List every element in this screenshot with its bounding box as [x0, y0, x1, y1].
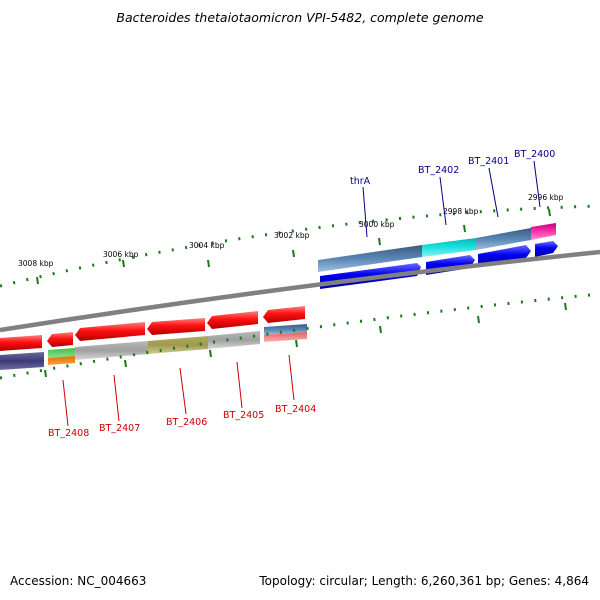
scale-label: 3002 kbp [274, 231, 310, 240]
gene-label-BT_2404[interactable]: BT_2404 [275, 404, 316, 415]
leader-line-BT_2404 [288, 354, 295, 401]
cds-arrow-BT_2408[interactable] [47, 332, 73, 347]
gene-bar-BT_2408-bottom[interactable] [48, 356, 75, 365]
scale-label: 3004 kbp [189, 241, 225, 250]
scale-label: 3000 kbp [359, 220, 395, 229]
cds-arrow-BT_2409[interactable] [0, 335, 42, 351]
cds-arrow-BT_2405[interactable] [207, 311, 258, 329]
leader-line-BT_2405 [236, 361, 243, 409]
scale-label: 3006 kbp [103, 250, 139, 259]
scale-label: 3008 kbp [18, 259, 54, 268]
gene-label-BT_2401[interactable]: BT_2401 [468, 156, 509, 167]
inner-major-ticks [44, 302, 567, 378]
scale-labels: 3008 kbp 3006 kbp 3004 kbp 3002 kbp 3000… [18, 193, 564, 268]
gene-bar-thrA[interactable] [318, 245, 422, 272]
gene-label-BT_2405[interactable]: BT_2405 [223, 410, 264, 421]
top-gene-labels: thrA BT_2402 BT_2401 BT_2400 [350, 149, 555, 238]
gene-bar-BT_2407[interactable] [75, 341, 148, 360]
gene-label-BT_2407[interactable]: BT_2407 [99, 423, 140, 434]
gene-label-BT_2408[interactable]: BT_2408 [48, 428, 89, 439]
gene-bar-BT_2400[interactable] [531, 223, 556, 240]
inner-tick-track [0, 292, 600, 380]
gene-label-BT_2406[interactable]: BT_2406 [166, 417, 207, 428]
leader-line-BT_2401 [488, 167, 499, 218]
gene-label-BT_2400[interactable]: BT_2400 [514, 149, 555, 160]
cds-arrow-BT_2407[interactable] [75, 322, 145, 341]
gene-bar-BT_2404-top[interactable] [264, 324, 307, 335]
leader-line-BT_2406 [179, 367, 187, 415]
gene-bar-BT_2402[interactable] [422, 238, 476, 257]
reverse-strand-track [0, 306, 307, 370]
gene-label-BT_2402[interactable]: BT_2402 [418, 165, 459, 176]
gene-bar-BT_2406[interactable] [148, 336, 208, 354]
leader-line-BT_2408 [62, 379, 69, 427]
scale-label: 2998 kbp [443, 207, 479, 216]
map-title: Bacteroides thetaiotaomicron VPI-5482, c… [116, 10, 484, 25]
cds-arrow-BT_2406[interactable] [147, 318, 205, 335]
cds-arrow-BT_2400[interactable] [535, 241, 558, 257]
gene-label-thrA[interactable]: thrA [350, 176, 371, 187]
gene-bar-BT_2405[interactable] [208, 331, 260, 349]
gene-bar-BT_2408-top[interactable] [48, 348, 75, 358]
scale-label: 2996 kbp [528, 193, 564, 202]
leader-line-thrA [362, 186, 368, 238]
accession-text: Accession: NC_004663 [10, 574, 147, 588]
outer-tick-track [0, 204, 600, 288]
genome-summary-text: Topology: circular; Length: 6,260,361 bp… [259, 574, 589, 588]
gene-bar-BT_2404-bottom[interactable] [264, 332, 307, 342]
cds-arrow-BT_2404[interactable] [263, 306, 305, 323]
outer-minor-ticks [0, 204, 600, 288]
genome-backbone [0, 249, 600, 333]
leader-line-BT_2407 [113, 374, 120, 422]
bottom-gene-labels: BT_2408 BT_2407 BT_2406 BT_2405 BT_2404 [48, 354, 316, 439]
gene-bar-BT_2401[interactable] [476, 228, 531, 250]
leader-line-BT_2400 [533, 160, 541, 208]
gene-bar-BT_2409[interactable] [0, 352, 44, 370]
leader-line-BT_2402 [439, 176, 447, 226]
outer-major-ticks [36, 208, 551, 285]
